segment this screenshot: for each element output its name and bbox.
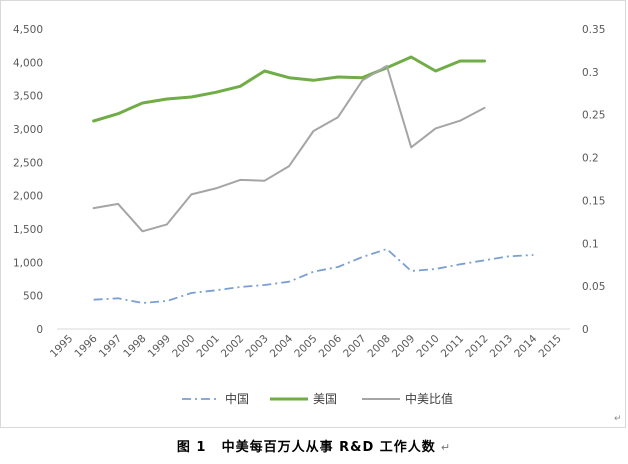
series-line-2 bbox=[92, 64, 486, 233]
left-axis-tick-label: 0 bbox=[36, 324, 43, 336]
x-axis-tick-label: 2015 bbox=[537, 333, 564, 360]
left-axis-tick-label: 1,500 bbox=[13, 224, 43, 236]
right-axis-tick-label: 0.2 bbox=[582, 153, 599, 165]
series-line-0 bbox=[93, 248, 534, 304]
series-line-1 bbox=[92, 55, 486, 123]
legend-label-0: 中国 bbox=[225, 391, 249, 406]
x-axis-tick-label: 2003 bbox=[243, 333, 270, 360]
right-axis-tick-label: 0 bbox=[582, 324, 589, 336]
legend: 中国 美国 中美比值 bbox=[182, 391, 453, 406]
left-axis-tick-label: 3,000 bbox=[13, 124, 43, 136]
x-axis-tick-label: 2002 bbox=[219, 333, 246, 360]
left-axis-tick-label: 4,500 bbox=[13, 24, 43, 36]
left-axis-tick-label: 2,500 bbox=[13, 157, 43, 169]
left-axis-tick-label: 1,000 bbox=[13, 257, 43, 269]
x-axis-tick-label: 2010 bbox=[414, 333, 441, 360]
right-axis-tick-label: 0.1 bbox=[582, 238, 599, 250]
x-axis-tick-label: 2013 bbox=[488, 333, 515, 360]
x-axis-tick-label: 2014 bbox=[512, 332, 540, 360]
right-axis-tick-label: 0.35 bbox=[582, 24, 605, 36]
legend-label-1: 美国 bbox=[313, 392, 337, 406]
left-axis-tick-label: 3,500 bbox=[13, 91, 43, 103]
x-axis-tick-label: 1995 bbox=[48, 333, 75, 360]
figure-caption: 图 1 中美每百万人从事 R&D 工作人数 ↵ bbox=[0, 436, 628, 455]
left-axis-tick-label: 2,000 bbox=[13, 191, 43, 203]
x-axis-tick-label: 2011 bbox=[439, 333, 466, 360]
paragraph-mark: ↵ bbox=[440, 441, 452, 454]
x-axis-tick-label: 2008 bbox=[366, 333, 393, 360]
left-axis-tick-label: 4,000 bbox=[13, 57, 43, 69]
legend-label-2: 中美比值 bbox=[405, 391, 453, 406]
x-axis-tick-label: 1996 bbox=[72, 332, 100, 360]
chart-frame bbox=[0, 0, 626, 428]
series-layer bbox=[92, 55, 534, 304]
x-axis-tick-label: 1999 bbox=[146, 333, 173, 360]
right-axis-tick-label: 0.3 bbox=[582, 67, 599, 79]
corner-paragraph-mark: ↵ bbox=[614, 414, 622, 424]
x-axis-tick-label: 2009 bbox=[390, 333, 417, 360]
x-axis-tick-label: 2006 bbox=[317, 332, 345, 360]
x-axis-tick-label: 1997 bbox=[97, 333, 124, 360]
axes-layer: 0 500 1,000 1,500 2,000 2,500 3,000 3,500 4,000 4… bbox=[13, 24, 605, 360]
x-axis-tick-label: 2012 bbox=[463, 333, 490, 360]
x-axis-tick-label: 2004 bbox=[268, 332, 296, 360]
x-axis-tick-label: 2005 bbox=[292, 333, 319, 360]
x-axis-tick-label: 1998 bbox=[121, 333, 148, 360]
x-axis-tick-label: 2001 bbox=[195, 333, 222, 360]
figure-title: 中美每百万人从事 R&D 工作人数 bbox=[221, 440, 436, 455]
right-axis-tick-label: 0.25 bbox=[582, 110, 605, 122]
right-axis-tick-label: 0.05 bbox=[582, 281, 605, 293]
line-chart: 0 500 1,000 1,500 2,000 2,500 3,000 3,500 4,000 4… bbox=[13, 24, 605, 406]
x-axis-tick-label: 2007 bbox=[341, 333, 368, 360]
left-axis-tick-label: 500 bbox=[23, 291, 43, 303]
right-axis-tick-label: 0.15 bbox=[582, 195, 605, 207]
figure-number: 图 1 bbox=[176, 440, 207, 455]
x-axis-tick-label: 2000 bbox=[170, 333, 197, 360]
